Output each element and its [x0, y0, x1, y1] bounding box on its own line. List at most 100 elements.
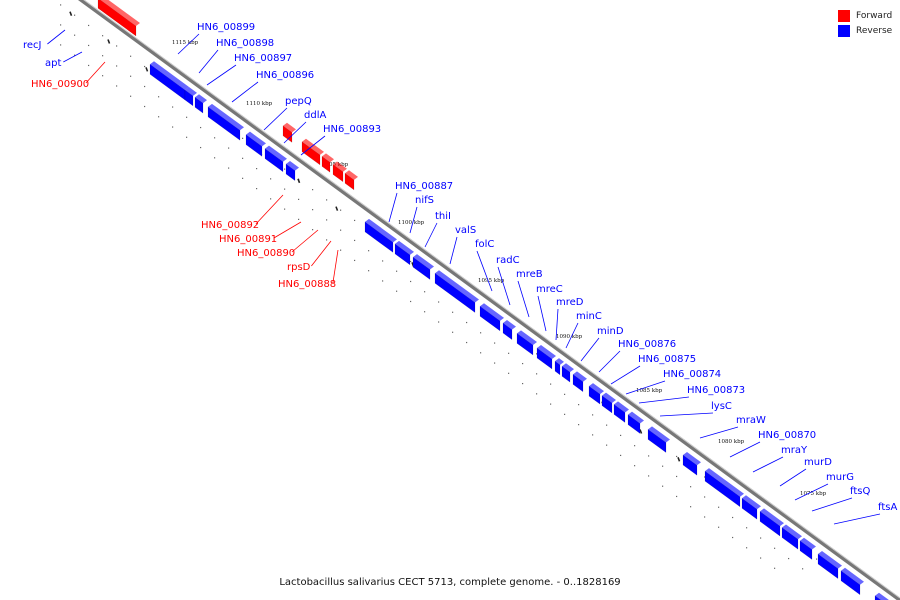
reverse-gene-block[interactable]	[554, 360, 561, 376]
reverse-gene-block[interactable]	[207, 106, 241, 141]
scale-dot	[312, 229, 314, 231]
scale-dot	[494, 362, 496, 364]
reverse-gene-block[interactable]	[682, 454, 698, 476]
gene-block-top	[555, 358, 564, 365]
scale-dot	[732, 516, 734, 519]
gene-block-top	[800, 537, 816, 550]
gene-label-hn6-00891[interactable]: HN6_00891	[219, 234, 277, 245]
gene-label-hn6-00874[interactable]: HN6_00874	[663, 369, 721, 380]
forward-gene-block[interactable]	[332, 163, 344, 183]
gene-block-top	[185, 86, 197, 96]
gene-label-radc[interactable]: radC	[496, 255, 520, 266]
scale-dot	[690, 506, 692, 508]
gene-label-hn6-00892[interactable]: HN6_00892	[201, 220, 259, 231]
scale-dot	[326, 199, 328, 201]
scale-dot	[424, 311, 426, 313]
scale-dot	[550, 383, 552, 385]
gene-label-hn6-00897[interactable]: HN6_00897	[234, 53, 292, 64]
gene-label-recj[interactable]: recJ	[23, 40, 42, 51]
reverse-gene-block[interactable]	[874, 595, 900, 600]
gene-label-vals[interactable]: valS	[455, 225, 476, 236]
leader-line	[625, 380, 666, 395]
leader-line	[424, 222, 438, 248]
scale-tick	[677, 457, 681, 462]
scale-dot	[648, 455, 650, 457]
gene-label-lysc[interactable]: lysC	[711, 401, 732, 412]
scale-dot	[158, 116, 160, 118]
scale-dot	[410, 280, 412, 283]
gene-label-hn6-00870[interactable]: HN6_00870	[758, 430, 816, 441]
gene-label-nifs[interactable]: nifS	[415, 195, 434, 206]
gene-label-ddla[interactable]: ddlA	[304, 110, 326, 121]
leader-line	[85, 61, 106, 84]
gene-label-pepq[interactable]: pepQ	[285, 96, 312, 107]
reverse-gene-block[interactable]	[245, 134, 263, 157]
reverse-gene-block[interactable]	[759, 510, 781, 537]
gene-label-hn6-00888[interactable]: HN6_00888	[278, 279, 336, 290]
gene-block-top	[875, 592, 889, 600]
gene-label-minc[interactable]: minC	[576, 311, 602, 322]
leader-line	[699, 426, 739, 439]
gene-label-hn6-00873[interactable]: HN6_00873	[687, 385, 745, 396]
gene-label-folc[interactable]: folC	[475, 239, 494, 250]
leader-line	[206, 64, 237, 86]
gene-label-hn6-00875[interactable]: HN6_00875	[638, 354, 696, 365]
reverse-gene-block[interactable]	[817, 553, 839, 580]
reverse-gene-block[interactable]	[479, 305, 501, 332]
gene-label-ftsq[interactable]: ftsQ	[850, 486, 870, 497]
scale-dot	[298, 198, 300, 200]
scale-dot	[60, 24, 62, 26]
leader-line	[198, 49, 219, 74]
scale-dot	[480, 332, 482, 334]
scale-dot	[676, 475, 678, 478]
gene-label-murg[interactable]: murG	[826, 472, 854, 483]
gene-label-ftsa[interactable]: ftsA	[878, 502, 897, 513]
reverse-gene-block[interactable]	[184, 89, 194, 107]
gene-label-hn6-00887[interactable]: HN6_00887	[395, 181, 453, 192]
forward-gene-block[interactable]	[301, 141, 321, 166]
reverse-gene-block[interactable]	[194, 96, 204, 114]
gene-label-mreb[interactable]: mreB	[516, 269, 543, 280]
gene-label-hn6-00893[interactable]: HN6_00893	[323, 124, 381, 135]
gene-label-hn6-00900[interactable]: HN6_00900	[31, 79, 89, 90]
gene-label-rpsd[interactable]: rpsD	[287, 262, 311, 273]
gene-block-top	[208, 103, 244, 131]
scale-dot	[718, 526, 720, 528]
gene-label-mind[interactable]: minD	[597, 326, 624, 337]
reverse-gene-block[interactable]	[588, 385, 601, 405]
gene-label-mray[interactable]: mraY	[781, 445, 808, 456]
scale-label: 1095 kbp	[478, 278, 505, 284]
scale-dot	[270, 178, 272, 180]
reverse-gene-block[interactable]	[394, 243, 411, 266]
scale-dot	[284, 208, 286, 210]
gene-label-mraw[interactable]: mraW	[736, 415, 766, 426]
gene-label-hn6-00898[interactable]: HN6_00898	[216, 38, 274, 49]
leader-line	[476, 250, 493, 292]
scale-dot	[634, 445, 636, 447]
reverse-gene-block[interactable]	[364, 221, 394, 253]
reverse-gene-block[interactable]	[412, 256, 431, 281]
gene-label-hn6-00899[interactable]: HN6_00899	[197, 22, 255, 33]
reverse-gene-block[interactable]	[704, 470, 741, 508]
leader-line	[291, 229, 319, 253]
gene-label-thii[interactable]: thiI	[435, 211, 451, 222]
gene-label-hn6-00890[interactable]: HN6_00890	[237, 248, 295, 259]
gene-label-hn6-00896[interactable]: HN6_00896	[256, 70, 314, 81]
gene-label-mrec[interactable]: mreC	[536, 284, 563, 295]
gene-label-murd[interactable]: murD	[804, 457, 832, 468]
gene-label-apt[interactable]: apt	[45, 58, 61, 69]
gene-block-top	[628, 411, 644, 424]
scale-dot	[256, 188, 258, 190]
scale-dot	[382, 260, 384, 262]
scale-dot	[144, 65, 146, 68]
reverse-gene-block[interactable]	[561, 365, 571, 383]
scale-tick	[107, 39, 111, 44]
scale-dot	[368, 250, 370, 252]
reverse-gene-block[interactable]	[613, 403, 626, 423]
legend-forward-label: Forward	[856, 10, 893, 21]
scale-dot	[690, 486, 692, 488]
gene-label-hn6-00876[interactable]: HN6_00876	[618, 339, 676, 350]
scale-dot	[536, 373, 538, 375]
reverse-gene-block[interactable]	[264, 148, 284, 173]
gene-label-mred[interactable]: mreD	[556, 297, 584, 308]
